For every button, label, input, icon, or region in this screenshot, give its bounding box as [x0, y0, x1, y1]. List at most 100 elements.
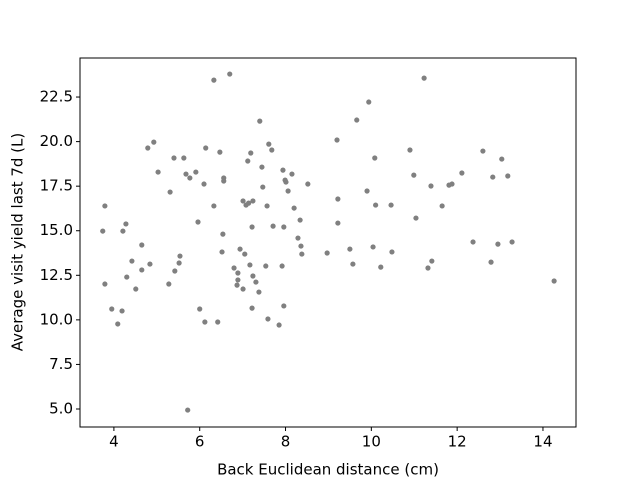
y-tick-label: 17.5	[40, 177, 73, 195]
point	[259, 164, 265, 170]
x-tick-label: 4	[109, 433, 119, 451]
point	[166, 281, 172, 287]
point	[195, 219, 201, 225]
point	[324, 250, 330, 256]
point	[120, 228, 126, 234]
point	[305, 181, 311, 187]
point	[176, 260, 182, 266]
y-axis-label: Average visit yield last 7d (L)	[9, 133, 27, 352]
point	[335, 220, 341, 226]
point	[266, 141, 272, 147]
point	[551, 278, 557, 284]
point	[237, 246, 243, 252]
point	[211, 203, 217, 209]
point	[269, 147, 275, 153]
point	[172, 268, 178, 274]
point	[242, 251, 248, 257]
point	[370, 244, 376, 250]
y-tick-label: 15.0	[40, 221, 73, 239]
point	[263, 263, 269, 269]
point	[245, 158, 251, 164]
point	[281, 224, 287, 230]
point	[193, 169, 199, 175]
point	[249, 305, 255, 311]
x-tick-label: 6	[195, 433, 205, 451]
point	[234, 282, 240, 288]
point	[250, 198, 256, 204]
point	[490, 174, 496, 180]
y-tick-label: 5.0	[49, 399, 73, 417]
point	[256, 289, 262, 295]
point	[413, 215, 419, 221]
point	[219, 249, 225, 255]
point	[246, 200, 252, 206]
point	[109, 306, 115, 312]
x-tick-label: 8	[281, 433, 291, 451]
point	[480, 148, 486, 154]
point	[177, 253, 183, 259]
point	[264, 203, 270, 209]
point	[378, 264, 384, 270]
point	[425, 265, 431, 271]
point	[249, 224, 255, 230]
point	[129, 258, 135, 264]
point	[366, 99, 372, 105]
point	[102, 203, 108, 209]
point	[248, 150, 254, 156]
point	[183, 171, 189, 177]
point	[295, 235, 301, 241]
x-tick-label: 10	[362, 433, 381, 451]
point	[265, 316, 271, 322]
point	[291, 205, 297, 211]
point	[354, 117, 360, 123]
point	[283, 179, 289, 185]
point	[488, 259, 494, 265]
point	[139, 267, 145, 273]
point	[123, 221, 129, 227]
point	[155, 169, 161, 175]
point	[145, 145, 151, 151]
point	[197, 306, 203, 312]
point	[470, 239, 476, 245]
point	[279, 263, 285, 269]
point	[227, 71, 233, 77]
point	[253, 279, 259, 285]
point	[449, 181, 455, 187]
point	[276, 322, 282, 328]
point	[102, 281, 108, 287]
point	[202, 319, 208, 325]
y-tick-label: 22.5	[40, 88, 73, 106]
point	[221, 178, 227, 184]
point	[240, 198, 246, 204]
point	[429, 258, 435, 264]
point	[247, 262, 253, 268]
point	[201, 181, 207, 187]
y-tick-label: 10.0	[40, 310, 73, 328]
point	[281, 303, 287, 309]
point	[187, 175, 193, 181]
point	[428, 183, 434, 189]
point	[235, 277, 241, 283]
point	[203, 145, 209, 151]
point	[334, 137, 340, 143]
point	[373, 202, 379, 208]
point	[407, 147, 413, 153]
point	[280, 167, 286, 173]
point	[439, 203, 445, 209]
point	[231, 265, 237, 271]
point	[364, 188, 370, 194]
point	[215, 319, 221, 325]
point	[139, 242, 145, 248]
point	[388, 202, 394, 208]
point	[289, 171, 295, 177]
y-tick-label: 12.5	[40, 266, 73, 284]
x-axis-label: Back Euclidean distance (cm)	[217, 461, 439, 479]
point	[124, 274, 130, 280]
point	[299, 251, 305, 257]
point	[499, 156, 505, 162]
point	[411, 172, 417, 178]
point	[421, 75, 427, 81]
point	[185, 407, 191, 413]
point	[217, 149, 223, 155]
